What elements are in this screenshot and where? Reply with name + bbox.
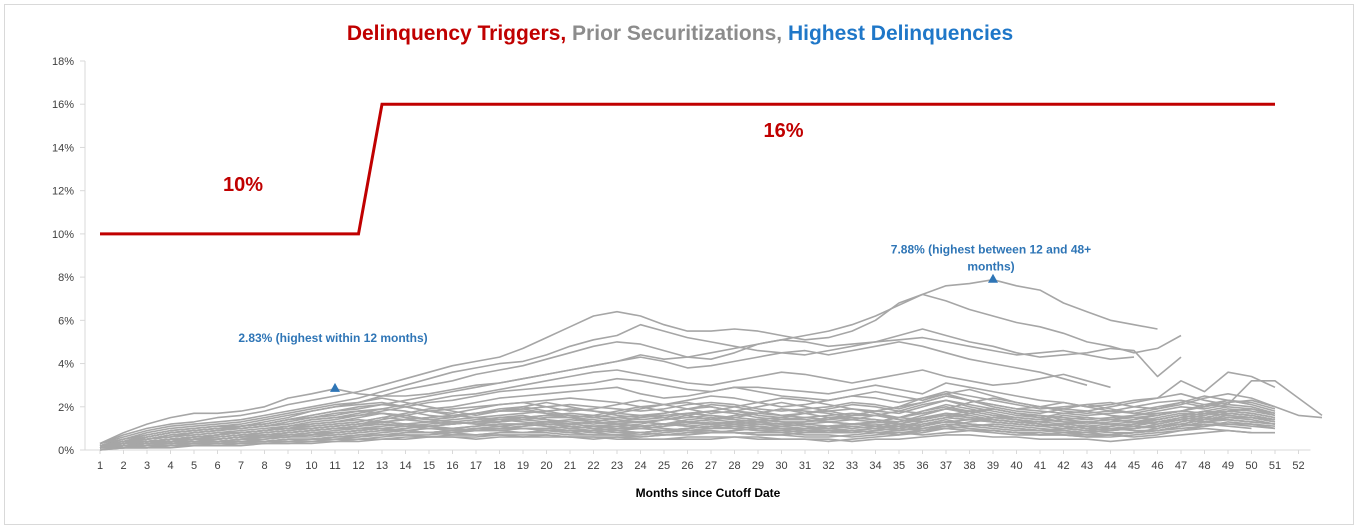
x-tick-label: 22: [587, 460, 599, 472]
y-tick-label: 10%: [52, 229, 74, 241]
prior-series-line: [99, 429, 1275, 451]
prior-series-line: [99, 416, 1276, 447]
x-tick-label: 29: [752, 460, 764, 472]
trigger-series-line: [100, 102, 1275, 236]
x-tick-label: 10: [305, 460, 317, 472]
title-part-triggers: Delinquency Triggers,: [346, 22, 567, 45]
prior-series-line: [99, 395, 1252, 449]
x-tick-label: 20: [540, 460, 552, 472]
x-tick-label: 36: [916, 460, 928, 472]
x-tick-label: 41: [1034, 460, 1046, 472]
x-tick-label: 6: [214, 460, 220, 472]
prior-series-line: [99, 397, 1276, 445]
trigger-level-label: 16%: [763, 120, 803, 142]
x-tick-label: 50: [1245, 460, 1257, 472]
y-tick-label: 6%: [58, 315, 74, 327]
x-tick-label: 49: [1222, 460, 1234, 472]
x-tick-label: 30: [775, 460, 787, 472]
x-tick-label: 14: [399, 460, 411, 472]
y-tick-label: 4%: [58, 359, 74, 371]
x-tick-label: 26: [681, 460, 693, 472]
x-tick-label: 19: [517, 460, 529, 472]
x-tick-label: 37: [940, 460, 952, 472]
highlight-marker: [988, 273, 998, 283]
x-tick-label: 39: [987, 460, 999, 472]
trigger-level-label: 10%: [223, 174, 263, 196]
chart-title: Delinquency Triggers, Prior Securitizati…: [0, 22, 1360, 46]
x-tick-label: 40: [1010, 460, 1022, 472]
x-axis: 1 2 3 4 5 6 7 8 9 10 11 12 13 14 15 16 17 18 19 20 21 22 23 24 2…: [85, 449, 1311, 472]
x-tick-label: 51: [1269, 460, 1281, 472]
x-tick-label: 15: [423, 460, 435, 472]
prior-series-line: [99, 397, 1229, 449]
x-tick-label: 25: [658, 460, 670, 472]
x-tick-label: 4: [167, 460, 173, 472]
x-tick-label: 42: [1057, 460, 1069, 472]
highlight-annotation: 2.83% (highest within 12 months): [238, 331, 427, 345]
prior-series-line: [99, 423, 1276, 451]
x-tick-label: 2: [120, 460, 126, 472]
x-tick-label: 16: [446, 460, 458, 472]
highlight-marker: [330, 382, 340, 392]
prior-series-line: [99, 408, 1229, 449]
x-tick-label: 8: [261, 460, 267, 472]
x-tick-label: 3: [144, 460, 150, 472]
annotations: 2.83% (highest within 12 months) 7.88% (h…: [238, 242, 1091, 392]
y-tick-label: 14%: [52, 142, 74, 154]
x-tick-label: 9: [285, 460, 291, 472]
x-tick-label: 18: [493, 460, 505, 472]
trigger-line-group: 10% 16%: [100, 102, 1275, 236]
x-tick-label: 12: [352, 460, 364, 472]
highlight-annotation: months): [967, 259, 1014, 273]
x-tick-label: 52: [1292, 460, 1304, 472]
prior-series-line: [99, 278, 1158, 445]
highlight-annotation: 7.88% (highest between 12 and 48+: [891, 242, 1091, 256]
title-part-highest: Highest Delinquencies: [782, 22, 1014, 45]
x-tick-label: 1: [97, 460, 103, 472]
x-axis-label: Months since Cutoff Date: [636, 486, 781, 500]
prior-series-line: [99, 423, 1276, 449]
x-tick-label: 7: [238, 460, 244, 472]
y-tick-label: 8%: [58, 272, 74, 284]
y-tick-label: 18%: [52, 56, 74, 68]
y-tick-label: 16%: [52, 99, 74, 111]
y-tick-label: 12%: [52, 186, 74, 198]
y-tick-label: 0%: [58, 445, 74, 457]
x-tick-label: 17: [470, 460, 482, 472]
y-axis: 0% 2% 4% 6% 8% 10% 12% 14% 16% 18%: [52, 56, 86, 457]
x-tick-label: 34: [869, 460, 881, 472]
x-tick-label: 33: [846, 460, 858, 472]
x-tick-label: 38: [963, 460, 975, 472]
x-tick-label: 24: [634, 460, 646, 472]
x-tick-label: 45: [1128, 460, 1140, 472]
x-tick-label: 46: [1151, 460, 1163, 472]
x-tick-label: 13: [376, 460, 388, 472]
prior-series-line: [99, 323, 1182, 445]
prior-series-line: [99, 293, 1182, 445]
x-tick-label: 27: [705, 460, 717, 472]
x-tick-label: 48: [1198, 460, 1210, 472]
prior-series-line: [99, 336, 1135, 447]
x-tick-label: 31: [799, 460, 811, 472]
prior-series-line: [99, 418, 1229, 449]
x-tick-label: 43: [1081, 460, 1093, 472]
x-tick-label: 11: [329, 460, 340, 472]
y-tick-label: 2%: [58, 402, 74, 414]
x-tick-label: 32: [822, 460, 834, 472]
prior-securitization-lines: [99, 278, 1323, 451]
x-tick-label: 5: [191, 460, 197, 472]
x-tick-label: 23: [611, 460, 623, 472]
x-tick-label: 21: [564, 460, 576, 472]
x-tick-label: 35: [893, 460, 905, 472]
x-tick-label: 44: [1104, 460, 1116, 472]
title-part-prior: Prior Securitizations,: [566, 22, 783, 45]
x-tick-label: 28: [728, 460, 740, 472]
x-tick-label: 47: [1175, 460, 1187, 472]
